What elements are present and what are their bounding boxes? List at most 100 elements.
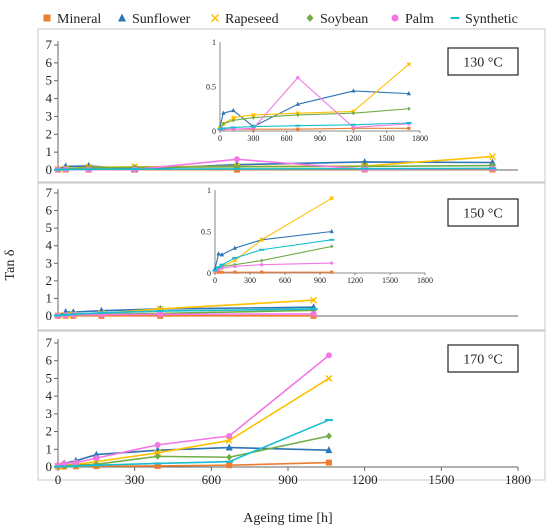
data-point-palm	[154, 441, 161, 448]
data-point-mineral	[226, 462, 233, 469]
inset-data-point-sunflower	[329, 228, 334, 234]
inset-x-tick-label: 300	[244, 276, 256, 285]
x-tick-label: 1800	[505, 472, 531, 487]
inset-y-tick-label: 0	[212, 127, 216, 136]
inset-y-tick-label: 1	[207, 186, 211, 195]
data-point-palm	[325, 352, 332, 359]
temperature-label-box	[447, 198, 519, 227]
data-point-palm	[310, 310, 317, 317]
y-tick-label: 3	[46, 108, 53, 123]
y-tick-label: 5	[46, 220, 53, 235]
x-tick-label: 0	[55, 472, 62, 487]
inset-data-point-soybean	[407, 106, 411, 111]
inset-x-tick-label: 1200	[345, 134, 361, 143]
temperature-label-box	[447, 47, 519, 76]
y-tick-label: 4	[46, 238, 53, 253]
inset-y-tick-label: 0.5	[201, 228, 211, 237]
inset-data-point-rapeseed	[232, 258, 237, 263]
panel-frame	[37, 28, 546, 183]
inset-data-point-palm	[296, 76, 300, 80]
data-point-palm	[93, 455, 100, 462]
data-point-rapeseed	[488, 153, 496, 161]
inset-data-point-sunflower	[221, 110, 226, 115]
inset-x-tick-label: 1800	[417, 276, 433, 285]
legend-marker-sunflower	[118, 13, 126, 22]
y-tick-label: 2	[46, 273, 53, 288]
temperature-label: 150 °C	[463, 207, 502, 222]
inset-data-point-sunflower	[216, 251, 221, 256]
inset-x-tick-label: 1800	[412, 134, 428, 143]
legend-marker-soybean	[306, 14, 314, 22]
series-line-rapeseed	[57, 377, 330, 467]
inset-data-point-soybean	[296, 112, 300, 118]
y-tick-label: 2	[46, 126, 53, 141]
inset-data-point-sunflower	[232, 245, 237, 250]
y-tick-label: 4	[46, 388, 53, 403]
data-point-soybean	[226, 453, 233, 461]
inset-data-point-rapeseed	[231, 115, 236, 120]
legend-label-sunflower: Sunflower	[132, 12, 191, 27]
inset-data-point-sunflower	[406, 91, 411, 96]
inset-data-point-soybean	[351, 111, 355, 116]
y-tick-label: 6	[46, 203, 53, 218]
data-point-palm	[157, 311, 164, 318]
data-point-sunflower	[361, 157, 369, 165]
x-axis-title: Ageing time [h]	[243, 511, 332, 526]
data-point-soybean	[154, 452, 161, 460]
inset-data-point-sunflower	[295, 101, 300, 106]
y-tick-label: 7	[46, 37, 53, 52]
data-point-palm	[233, 156, 240, 163]
panel-170-c: 0 1 2 3 4 5 6 7 0 300 600 900 1200 1500 1800 170 °C	[37, 330, 546, 487]
inset-data-point-soybean	[221, 121, 225, 126]
legend-label-mineral: Mineral	[57, 12, 101, 27]
inset-data-point-mineral	[330, 270, 334, 274]
inset-data-point-soybean	[251, 115, 255, 120]
y-tick-label: 3	[46, 406, 53, 421]
y-axis-title: Tan δ	[3, 249, 18, 280]
inset-data-point-sunflower	[219, 252, 225, 257]
inset-data-point-palm	[330, 261, 334, 265]
inset-x-tick-label: 600	[279, 276, 291, 285]
panel-frame	[37, 182, 546, 331]
temperature-label: 130 °C	[463, 56, 502, 71]
legend-label-rapeseed: Rapeseed	[225, 12, 279, 27]
y-tick-label: 0	[46, 162, 53, 177]
y-tick-label: 6	[46, 353, 53, 368]
inset-data-point-soybean	[231, 118, 235, 123]
y-tick-label: 3	[46, 255, 53, 270]
inset-data-point-mineral	[216, 270, 221, 274]
legend-label-synthetic: Synthetic	[465, 12, 518, 27]
inset-x-tick-label: 1200	[347, 276, 363, 285]
inset-data-point-palm	[351, 125, 355, 130]
y-tick-label: 6	[46, 55, 53, 70]
data-point-rapeseed	[225, 436, 233, 444]
inset-y-tick-label: 1	[212, 38, 216, 47]
y-tick-label: 5	[46, 370, 53, 385]
inset-data-point-rapeseed	[329, 196, 334, 201]
inset-data-point-sunflower	[231, 107, 236, 113]
data-point-sunflower	[488, 158, 496, 166]
data-point-soybean	[325, 432, 332, 440]
y-tick-label: 0	[46, 308, 53, 323]
inset-x-tick-label: 0	[213, 276, 217, 285]
temperature-label-box	[447, 344, 519, 373]
y-tick-label: 2	[46, 424, 53, 439]
x-tick-label: 300	[125, 472, 145, 487]
inset-data-point-mineral	[407, 126, 411, 130]
y-tick-label: 0	[46, 459, 53, 474]
inset-x-tick-label: 600	[281, 134, 293, 143]
inset-data-point-mineral	[296, 127, 300, 131]
panel-frame	[37, 330, 546, 481]
inset-x-tick-label: 300	[247, 134, 259, 143]
y-tick-label: 7	[46, 335, 53, 350]
data-point-mineral	[154, 462, 161, 469]
y-tick-label: 1	[46, 144, 53, 159]
inset-data-point-palm	[233, 264, 237, 268]
x-tick-label: 1200	[352, 472, 378, 487]
inset-data-point-mineral	[260, 270, 264, 274]
inset-130-c: 0 0.5 1 0 300 600 900 1200 1500 1800	[202, 36, 428, 149]
data-point-rapeseed	[154, 449, 162, 457]
inset-data-point-mineral	[220, 270, 224, 274]
